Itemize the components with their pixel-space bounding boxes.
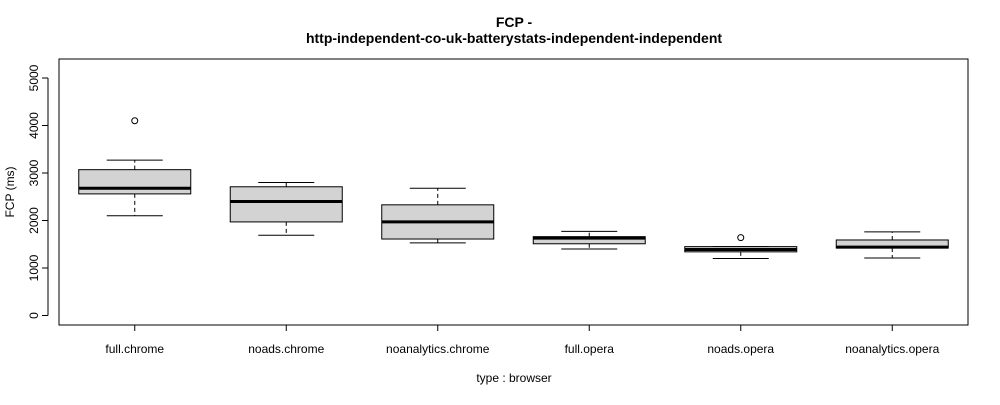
box-noads-chrome	[229, 182, 343, 236]
x-tick-label: noanalytics.chrome	[386, 342, 490, 356]
box-noanalytics-chrome	[381, 187, 495, 244]
outlier-point	[131, 117, 139, 125]
x-axis: full.chrome noads.chrome noanalytics.chrom…	[105, 324, 940, 356]
box-iqr	[229, 186, 343, 223]
chart-title-line-2: http-independent-co-uk-batterystats-inde…	[306, 30, 722, 46]
box-full-opera	[532, 230, 646, 250]
x-tick-label: noads.chrome	[248, 342, 324, 356]
box-iqr	[78, 169, 192, 195]
box-noads-opera	[684, 234, 798, 259]
box-series	[78, 117, 949, 259]
x-tick-label: noanalytics.opera	[845, 342, 939, 356]
y-axis-title: FCP (ms)	[3, 166, 17, 217]
x-axis-title: type : browser	[476, 371, 551, 385]
x-tick-label: full.opera	[565, 342, 615, 356]
y-tick-label: 5000	[27, 64, 41, 91]
y-tick-label: 0	[27, 312, 41, 319]
outlier-point	[737, 234, 745, 242]
plot-frame	[58, 58, 969, 326]
y-axis: 0 1000 2000 3000 4000 5000	[27, 64, 49, 319]
chart-title-line-1: FCP -	[496, 14, 533, 30]
y-tick-label: 3000	[27, 159, 41, 186]
y-tick-label: 1000	[27, 254, 41, 281]
box-noanalytics-opera	[835, 231, 949, 259]
y-tick-label: 2000	[27, 207, 41, 234]
x-tick-label: noads.opera	[707, 342, 774, 356]
x-tick-label: full.chrome	[105, 342, 164, 356]
y-tick-label: 4000	[27, 112, 41, 139]
box-full-chrome	[78, 117, 192, 217]
